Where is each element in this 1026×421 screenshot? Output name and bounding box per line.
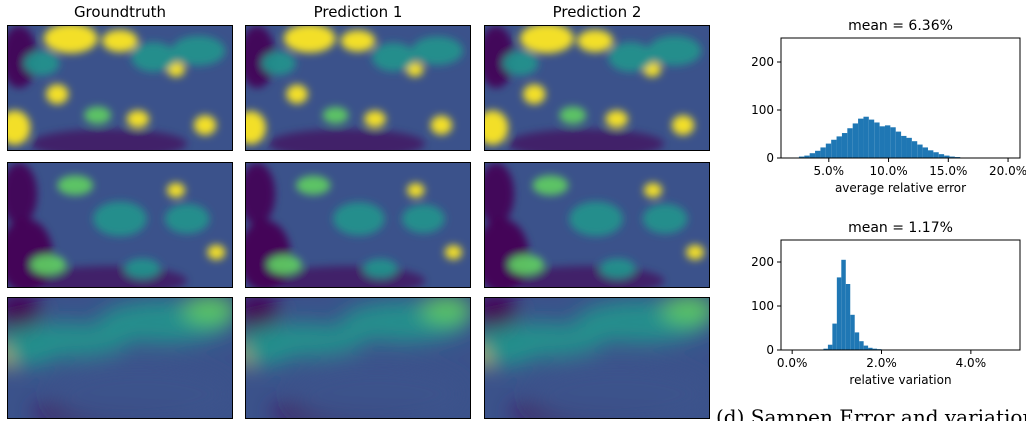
histogram-bar: [863, 345, 869, 350]
histogram-bar: [890, 127, 896, 158]
x-axis-label: average relative error: [835, 181, 966, 195]
column-title-prediction-1: Prediction 1: [313, 3, 403, 21]
x-tick-label: 20.0%: [989, 164, 1026, 178]
histogram-bar: [825, 143, 832, 158]
histogram-bar: [917, 144, 923, 158]
heatmap-row3-prediction-2: [484, 297, 710, 419]
histogram-bar: [845, 284, 851, 350]
histogram-bar: [879, 126, 885, 158]
heatmap-row1-prediction-1: [245, 25, 471, 151]
histogram-bar: [868, 119, 875, 158]
column-title-groundtruth: Groundtruth: [73, 3, 167, 21]
histogram-bar: [804, 155, 810, 158]
heatmap-row2-groundtruth: [7, 162, 233, 288]
x-tick-label: 0.0%: [777, 356, 808, 370]
histogram-bar: [938, 154, 945, 158]
histogram-bar: [906, 137, 912, 158]
histogram-bar: [863, 116, 869, 158]
column-title-prediction-2: Prediction 2: [552, 3, 642, 21]
figure-caption: (d) Sampen Error and variation: [716, 405, 1026, 421]
histogram-title: mean = 6.36%: [848, 18, 953, 34]
histogram-title: mean = 1.17%: [848, 220, 953, 236]
histogram-bar: [911, 141, 918, 158]
histogram-bar: [836, 136, 842, 158]
y-tick-label: 200: [751, 255, 774, 269]
histogram-bar: [827, 344, 833, 350]
histogram-bar: [901, 135, 907, 158]
histogram-bar: [847, 128, 853, 158]
y-tick-label: 0: [766, 151, 774, 165]
heatmap-row1-prediction-2: [484, 25, 710, 151]
plot-frame: [780, 37, 1021, 159]
x-tick-label: 2.0%: [866, 356, 897, 370]
y-tick-label: 0: [766, 343, 774, 357]
histogram-average-relative-error: mean = 6.36% 5.0% 10.0% 15.0% 20.0% 0 100 200 av…: [751, 18, 1026, 195]
x-tick-label: 4.0%: [956, 356, 987, 370]
heatmap-row1-groundtruth: [7, 25, 233, 151]
histogram-bar: [872, 348, 878, 350]
histogram-bar: [922, 147, 928, 158]
heatmap-row2-prediction-2: [484, 162, 710, 288]
histogram-bar: [831, 139, 837, 158]
histogram-bar: [809, 153, 816, 158]
histogram-bar: [832, 323, 837, 350]
histogram-bar: [874, 122, 880, 158]
histogram-relative-variation: mean = 1.17% 0.0% 2.0% 4.0% 0 100 200 relative …: [751, 220, 1021, 387]
histogram-bar: [868, 347, 873, 350]
plot-frame: [780, 239, 1021, 351]
histogram-bar: [823, 348, 828, 350]
histogram-bar: [895, 131, 902, 158]
histogram-bar: [852, 123, 859, 158]
histogram-bar: [949, 156, 955, 158]
histogram-bar: [933, 152, 939, 158]
histogram-bar: [927, 150, 934, 158]
y-tick-label: 100: [751, 299, 774, 313]
histogram-bar: [820, 147, 826, 158]
histogram-bar: [841, 259, 846, 350]
histogram-bar: [841, 133, 848, 158]
heatmap-row2-prediction-1: [245, 162, 471, 288]
heatmap-row3-prediction-1: [245, 297, 471, 419]
y-tick-label: 100: [751, 103, 774, 117]
histogram-bar: [859, 341, 864, 350]
histogram-bar: [884, 125, 891, 158]
histogram-bar: [854, 332, 860, 350]
histogram-bar: [836, 277, 842, 350]
x-tick-label: 5.0%: [814, 164, 845, 178]
x-tick-label: 10.0%: [869, 164, 907, 178]
histogram-bar: [858, 118, 864, 158]
heatmap-row3-groundtruth: [7, 297, 233, 419]
x-tick-label: 15.0%: [929, 164, 967, 178]
y-tick-label: 200: [751, 55, 774, 69]
x-axis-label: relative variation: [849, 373, 951, 387]
histogram-bar: [850, 314, 855, 350]
histogram-bar: [815, 150, 821, 158]
histogram-bar: [944, 155, 950, 158]
histogram-bar: [798, 156, 805, 158]
